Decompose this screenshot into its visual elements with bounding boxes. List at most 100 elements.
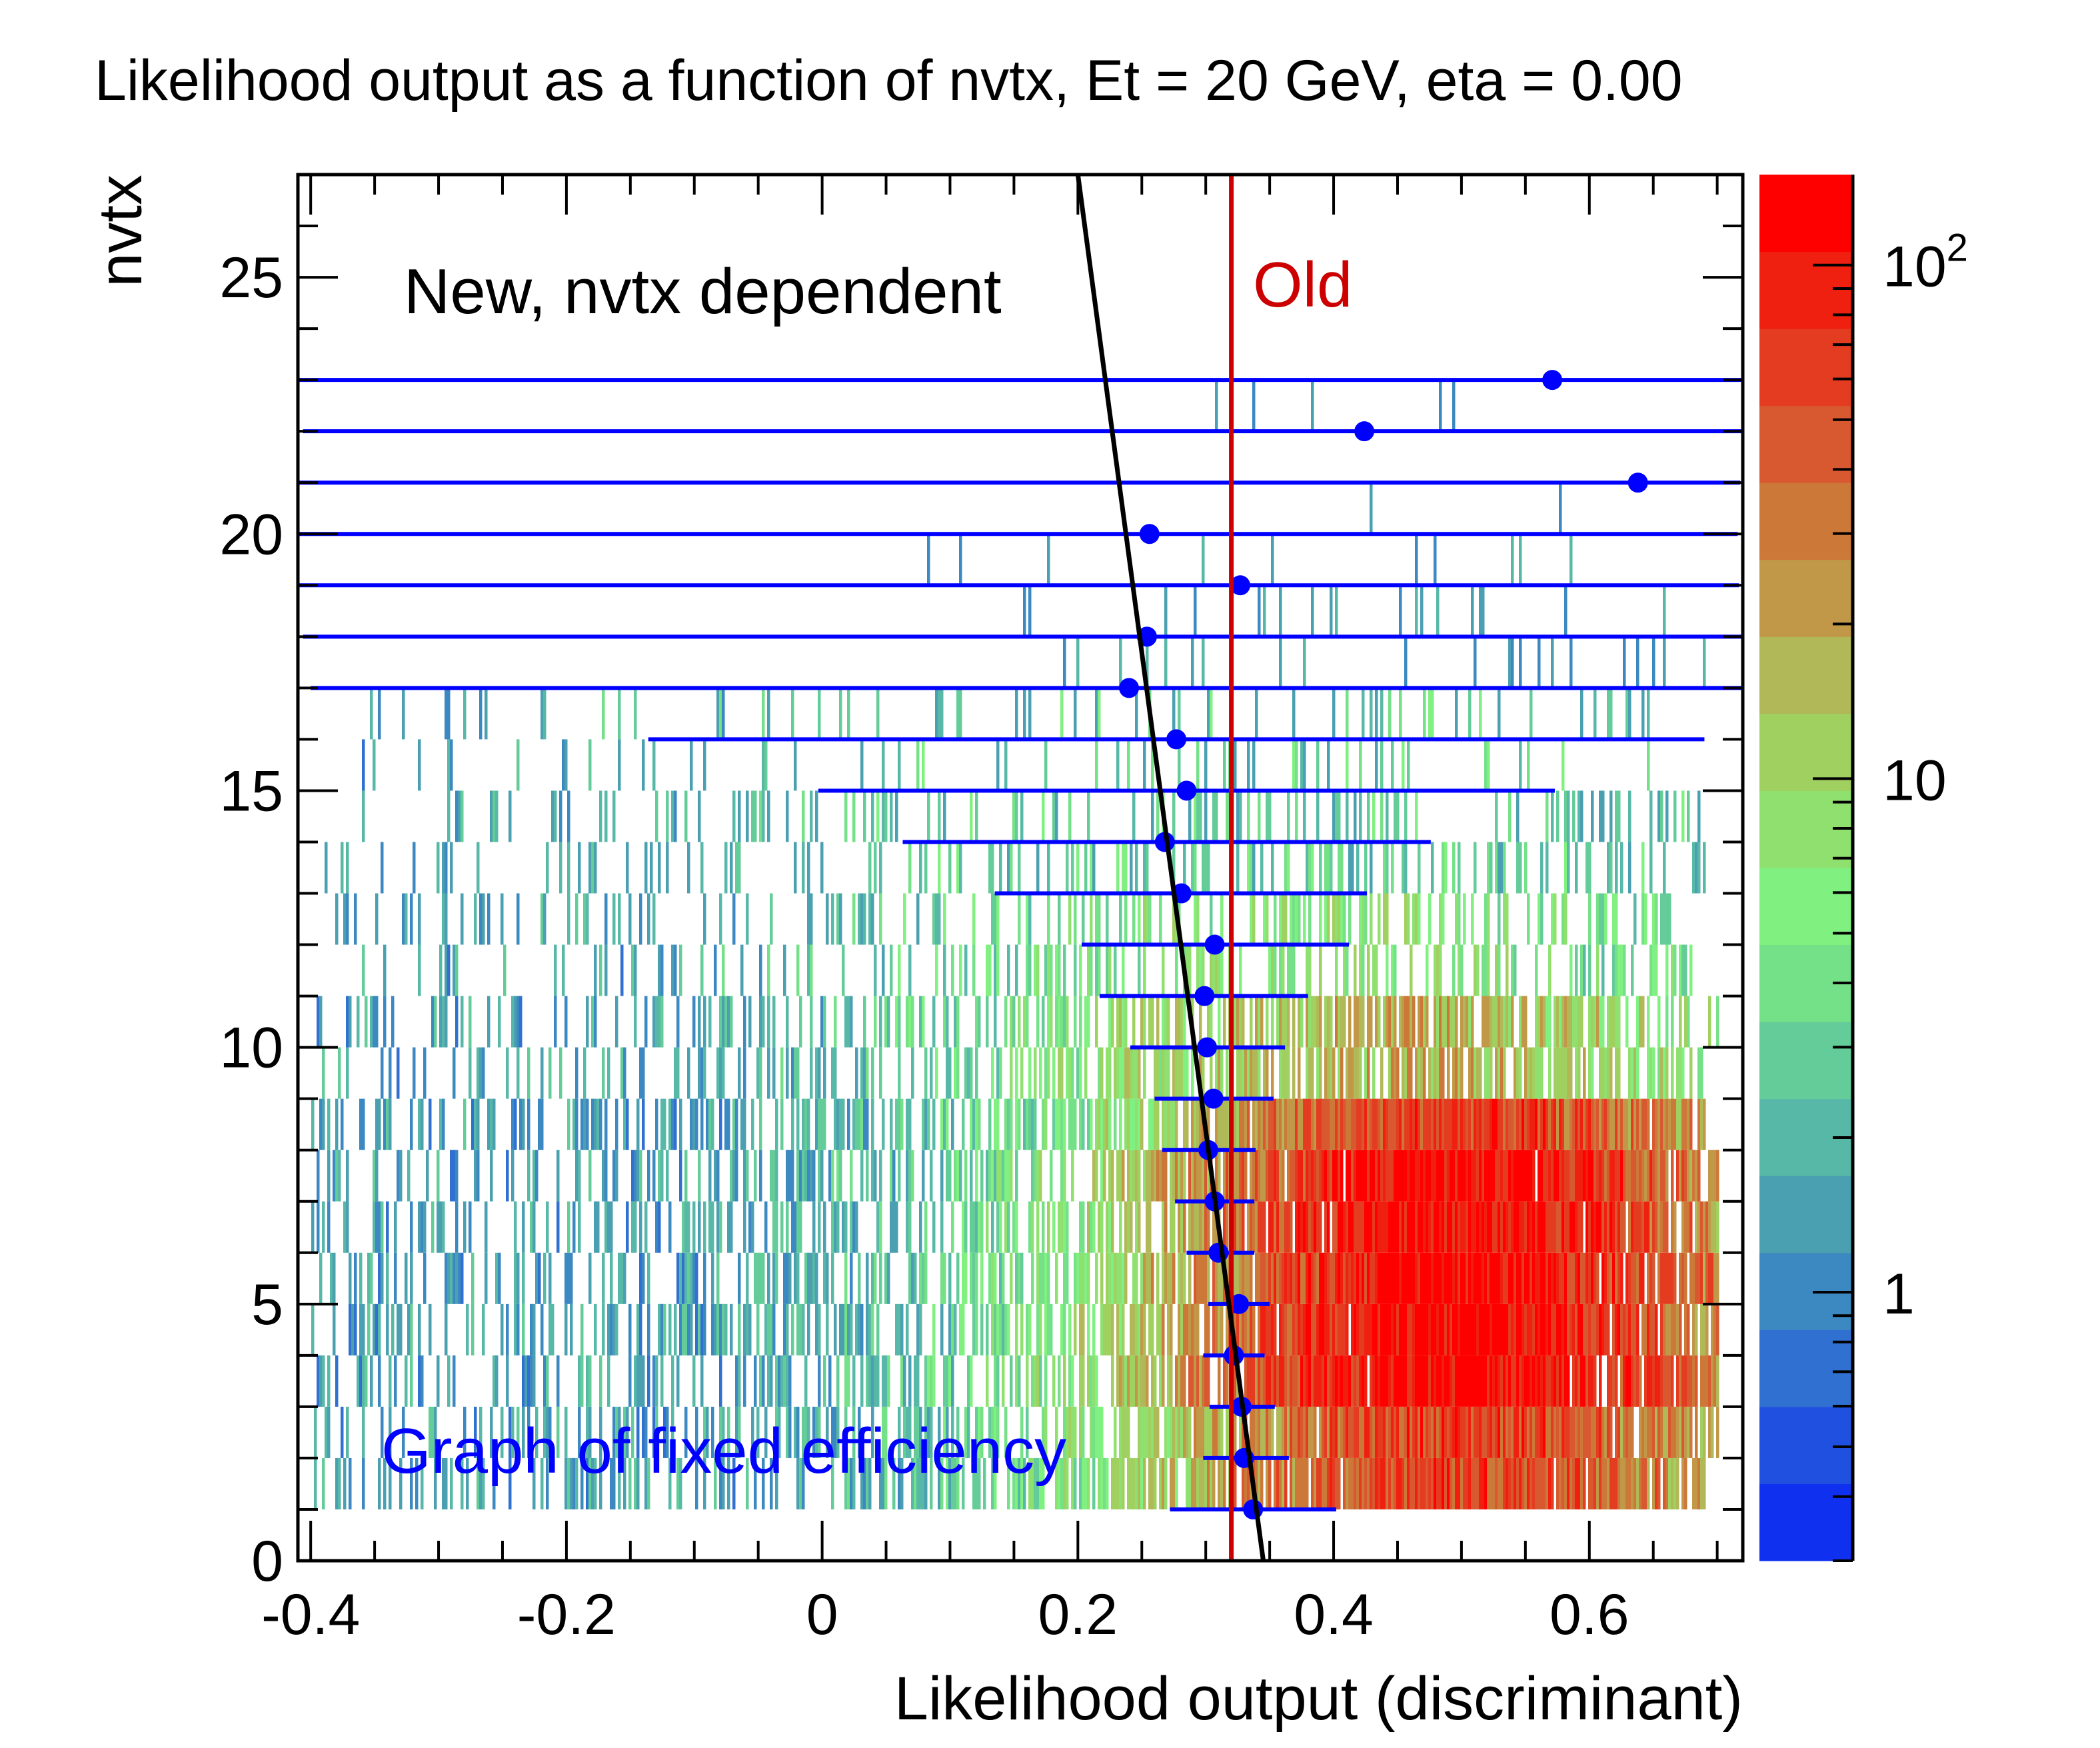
heatmap-cell <box>1138 1098 1141 1150</box>
heatmap-cell <box>943 1355 946 1407</box>
heatmap-cell <box>932 1355 936 1407</box>
heatmap-cell <box>1378 1355 1381 1407</box>
palette-band <box>1759 1406 1853 1484</box>
heatmap-cell <box>716 1304 720 1355</box>
heatmap-cell <box>1220 1457 1224 1509</box>
heatmap-cell <box>1164 1098 1168 1150</box>
heatmap-cell <box>1138 1150 1141 1202</box>
heatmap-cell <box>341 1406 344 1458</box>
heatmap-cell <box>684 1406 688 1458</box>
heatmap-cell <box>642 1252 645 1304</box>
heatmap-cell <box>1562 1201 1565 1253</box>
heatmap-cell <box>1585 1201 1589 1253</box>
heatmap-cell <box>1471 1304 1474 1355</box>
heatmap-cell <box>1386 893 1389 945</box>
heatmap-cell <box>823 1201 826 1253</box>
heatmap-cell <box>1218 1150 1221 1202</box>
heatmap-cell <box>1098 1201 1101 1253</box>
heatmap-cell <box>775 1201 778 1253</box>
heatmap-cell <box>1676 1304 1679 1355</box>
heatmap-cell <box>1290 1150 1293 1202</box>
heatmap-cell <box>1119 1355 1122 1407</box>
heatmap-cell <box>1175 1355 1178 1407</box>
heatmap-cell <box>786 1047 789 1099</box>
heatmap-cell <box>1519 1150 1522 1202</box>
heatmap-cell <box>1346 1457 1349 1509</box>
heatmap-cell <box>1508 1457 1512 1509</box>
heatmap-cell <box>1663 1098 1666 1150</box>
heatmap-cell <box>1218 944 1221 996</box>
heatmap-cell <box>783 1304 786 1355</box>
heatmap-cell <box>783 944 786 996</box>
heatmap-cell <box>639 1150 642 1202</box>
heatmap-cell <box>1673 1098 1677 1150</box>
heatmap-cell <box>1082 1457 1085 1509</box>
heatmap-cell <box>1316 1457 1320 1509</box>
heatmap-cell <box>1519 1355 1522 1407</box>
heatmap-cell <box>1287 1201 1290 1253</box>
heatmap-cell <box>1442 1150 1445 1202</box>
heatmap-cell <box>1314 1457 1317 1509</box>
heatmap-cell <box>1455 996 1458 1048</box>
heatmap-cell <box>959 842 962 894</box>
heatmap-cell <box>810 1047 813 1099</box>
heatmap-cell <box>1226 1355 1229 1407</box>
heatmap-cell <box>1015 1252 1018 1304</box>
heatmap-cell <box>1519 1252 1522 1304</box>
heatmap-cell <box>1370 482 1373 534</box>
heatmap-cell <box>1210 1406 1213 1458</box>
heatmap-cell <box>1671 1098 1674 1150</box>
heatmap-cell <box>756 1304 760 1355</box>
heatmap-cell <box>418 1355 421 1407</box>
heatmap-cell <box>1170 1355 1173 1407</box>
heatmap-cell <box>1140 1098 1144 1150</box>
heatmap-cell <box>884 1457 888 1509</box>
heatmap-cell <box>1242 1252 1245 1304</box>
heatmap-cell <box>914 1355 917 1407</box>
heatmap-cell <box>1447 1457 1450 1509</box>
heatmap-cell <box>1538 636 1541 688</box>
heatmap-cell <box>1580 790 1583 842</box>
heatmap-cell <box>341 1098 344 1150</box>
heatmap-cell <box>1636 1047 1639 1099</box>
heatmap-cell <box>884 1252 888 1304</box>
heatmap-cell <box>807 1406 810 1458</box>
heatmap-cell <box>1210 996 1213 1048</box>
heatmap-cell <box>1092 1406 1096 1458</box>
heatmap-cell <box>1482 1150 1485 1202</box>
heatmap-cell <box>1012 790 1016 842</box>
heatmap-cell <box>1386 1098 1389 1150</box>
heatmap-cell <box>783 1252 786 1304</box>
heatmap-cell <box>703 1304 706 1355</box>
heatmap-cell <box>1404 1457 1408 1509</box>
heatmap-cell <box>1705 1355 1709 1407</box>
heatmap-cell <box>1324 1150 1328 1202</box>
heatmap-cell <box>479 1047 483 1099</box>
heatmap-cell <box>1580 1406 1583 1458</box>
heatmap-cell <box>1620 1252 1623 1304</box>
heatmap-cell <box>1551 1098 1554 1150</box>
heatmap-cell <box>1444 842 1448 894</box>
heatmap-cell <box>1596 996 1599 1048</box>
heatmap-cell <box>842 1201 845 1253</box>
heatmap-cell <box>1146 636 1149 688</box>
heatmap-cell <box>362 739 365 791</box>
heatmap-cell <box>1479 1098 1482 1150</box>
heatmap-cell <box>652 1150 656 1202</box>
heatmap-cell <box>1570 1150 1573 1202</box>
heatmap-cell <box>1450 1201 1453 1253</box>
heatmap-cell <box>1490 996 1493 1048</box>
heatmap-cell <box>1458 842 1461 894</box>
heatmap-cell <box>386 1252 389 1304</box>
heatmap-cell <box>1460 1406 1464 1458</box>
heatmap-cell <box>1412 893 1416 945</box>
heatmap-cell <box>1639 1252 1642 1304</box>
heatmap-cell <box>1615 893 1618 945</box>
heatmap-cell <box>1370 1304 1373 1355</box>
heatmap-cell <box>812 1252 816 1304</box>
heatmap-cell <box>506 1150 509 1202</box>
heatmap-cell <box>1639 1201 1642 1253</box>
heatmap-cell <box>668 1457 672 1509</box>
heatmap-cell <box>1538 1201 1541 1253</box>
heatmap-cell <box>743 1150 746 1202</box>
